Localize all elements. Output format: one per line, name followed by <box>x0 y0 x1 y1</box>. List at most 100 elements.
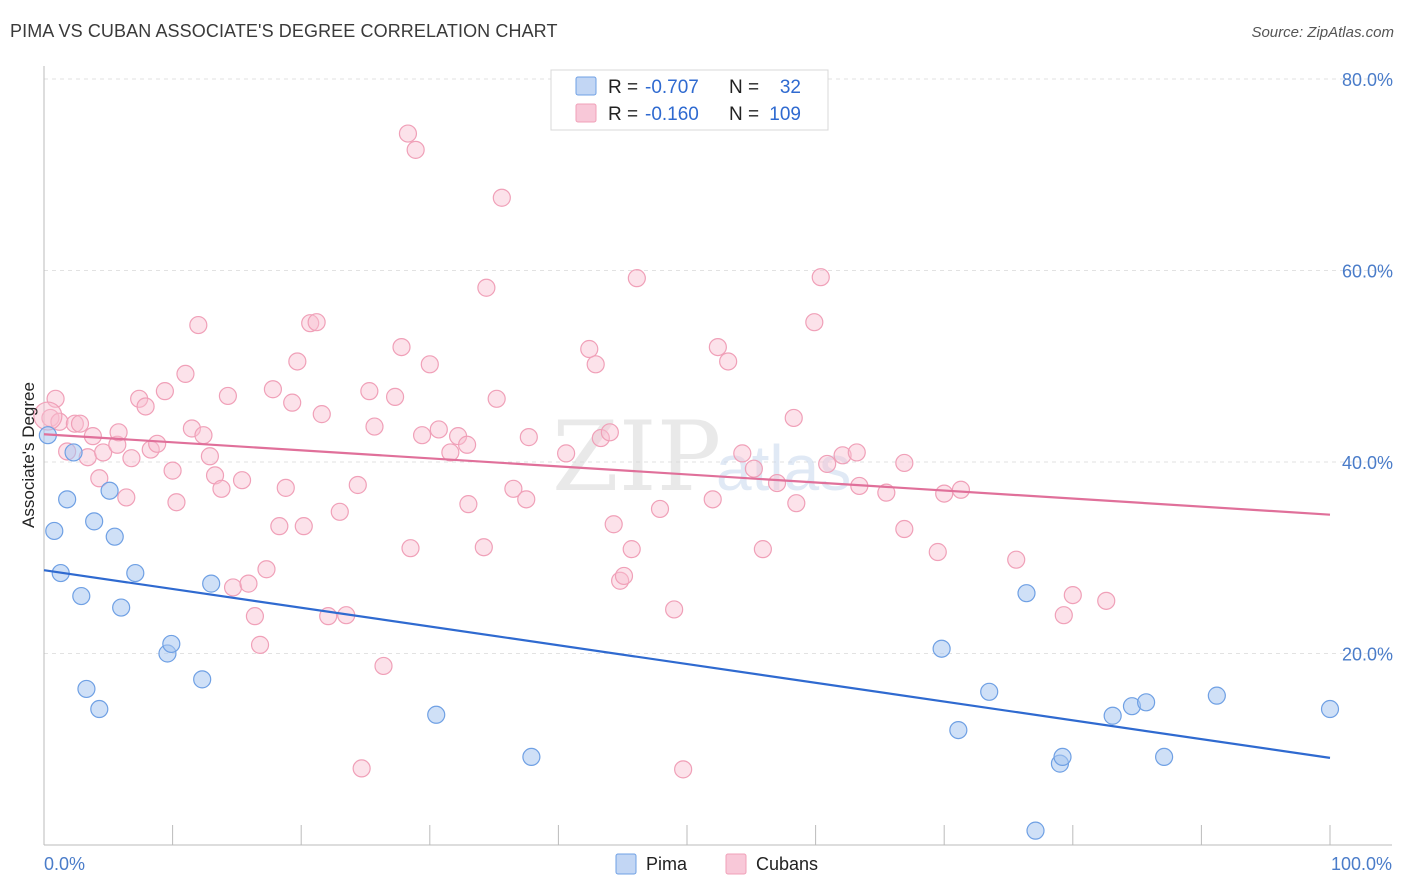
cubans-swatch-icon <box>575 103 597 123</box>
cubans-point <box>1063 585 1082 605</box>
cubans-point <box>604 515 623 534</box>
cubans-point <box>420 355 439 374</box>
pima-point <box>193 670 212 689</box>
cubans-point <box>250 635 270 654</box>
cubans-point <box>474 538 493 557</box>
pima-legend-label: Pima <box>646 854 688 874</box>
pima-point <box>202 574 221 593</box>
watermark: ZIP atlas <box>552 401 851 513</box>
pima-point <box>1155 747 1174 767</box>
cubans-r-value: -0.160 <box>645 104 699 125</box>
cubans-point <box>90 469 109 488</box>
cubans-point <box>41 408 60 428</box>
pima-swatch-icon <box>575 76 597 96</box>
series-legend: Pima Cubans <box>615 853 818 875</box>
pima-point <box>1207 686 1226 705</box>
pima-n-value: 32 <box>780 77 801 98</box>
y-axis-label: Associate's Degree <box>19 382 38 528</box>
cubans-point <box>459 495 478 514</box>
cubans-point <box>352 759 371 778</box>
pima-point <box>1017 584 1036 603</box>
cubans-n-value: 109 <box>769 104 801 125</box>
cubans-point <box>877 483 896 502</box>
cubans-point <box>189 315 208 335</box>
cubans-point <box>392 338 411 357</box>
cubans-point <box>365 417 384 436</box>
cubans-point <box>591 428 610 448</box>
cubans-point <box>232 471 252 490</box>
cubans-point <box>767 473 787 493</box>
cubans-point <box>148 434 167 453</box>
pima-point <box>90 699 109 719</box>
cubans-point <box>504 479 523 498</box>
cubans-point <box>288 352 307 371</box>
cubans-point <box>348 475 367 495</box>
cubans-point <box>122 449 141 468</box>
pima-point <box>1103 706 1122 725</box>
cubans-point <box>441 443 460 462</box>
cubans-point <box>818 454 837 474</box>
pima-point <box>162 634 181 654</box>
cubans-point <box>374 656 393 676</box>
cubans-point <box>935 484 954 503</box>
cubans-point <box>557 444 576 463</box>
cubans-point <box>586 355 605 374</box>
watermark-zip: ZIP <box>552 401 721 513</box>
cubans-point <box>1054 606 1073 625</box>
cubans-n-label: N = <box>729 104 759 125</box>
cubans-point <box>622 540 641 559</box>
cubans-point <box>167 493 186 512</box>
cubans-point <box>312 405 331 424</box>
cubans-point <box>519 428 538 447</box>
cubans-legend-icon <box>725 853 747 875</box>
pima-point <box>949 720 968 740</box>
cubans-point <box>665 600 684 619</box>
cubans-point <box>719 352 738 371</box>
trend-lines <box>43 433 1331 759</box>
cubans-point <box>1097 591 1116 610</box>
cubans-point <box>218 386 237 406</box>
cubans-point <box>50 412 69 431</box>
cubans-point <box>398 124 418 143</box>
cubans-point <box>811 268 830 287</box>
axes <box>43 66 1392 846</box>
cubans-point <box>951 480 971 499</box>
cubans-point <box>136 397 155 416</box>
cubans-point <box>614 566 634 586</box>
pima-point <box>77 679 96 699</box>
cubans-point <box>301 314 320 333</box>
cubans-point <box>155 382 174 401</box>
cubans-point <box>117 488 136 507</box>
cubans-point <box>65 414 84 433</box>
cubans-point <box>703 490 722 509</box>
cubans-point <box>412 426 432 445</box>
cubans-r-label: R = <box>608 104 638 125</box>
pima-point <box>112 598 131 617</box>
pima-point <box>72 586 91 606</box>
cubans-point <box>784 408 803 428</box>
x-tick-min: 0.0% <box>44 854 85 874</box>
cubans-point <box>477 278 496 297</box>
pima-point <box>105 527 124 546</box>
watermark-atlas: atlas <box>716 432 851 504</box>
pima-points <box>38 426 1340 840</box>
cubans-point <box>1007 550 1026 569</box>
y-tick-label: 80.0% <box>1342 70 1393 90</box>
cubans-point <box>708 338 727 357</box>
cubans-point <box>239 574 258 593</box>
cubans-point <box>429 420 448 439</box>
cubans-point <box>517 490 536 509</box>
stats-legend: R = -0.707 N = 32 R = -0.160 N = 109 <box>550 69 829 131</box>
grid-lines <box>44 78 1392 654</box>
cubans-point <box>276 478 295 497</box>
y-tick-labels: 20.0% 40.0% 60.0% 80.0% <box>1342 70 1393 665</box>
cubans-point <box>257 560 276 579</box>
cubans-point <box>847 443 866 462</box>
cubans-point <box>457 435 477 454</box>
cubans-point <box>223 578 243 597</box>
cubans-point <box>294 517 313 536</box>
cubans-point <box>580 339 599 359</box>
pima-point <box>126 563 145 583</box>
cubans-point <box>70 414 90 433</box>
cubans-point <box>109 423 128 442</box>
